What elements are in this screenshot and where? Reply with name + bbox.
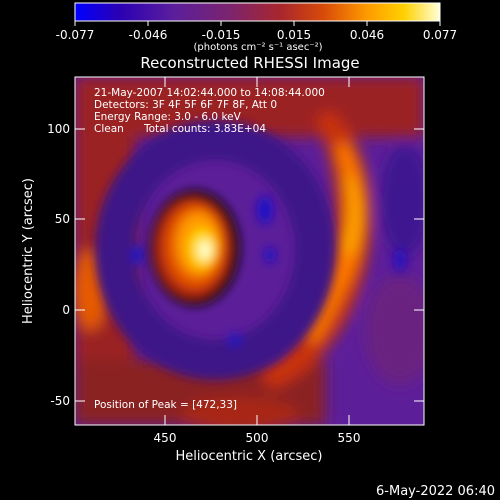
info-detectors: Detectors: 3F 4F 5F 6F 7F 8F, Att 0 xyxy=(94,99,277,111)
y-axis-label: Heliocentric Y (arcsec) xyxy=(21,178,36,324)
info-time-range: 21-May-2007 14:02:44.000 to 14:08:44.000 xyxy=(94,87,325,99)
info-method: Clean xyxy=(94,123,124,135)
colorbar-strip xyxy=(74,2,441,22)
plot-frame xyxy=(74,76,425,426)
colorbar-tick-label: -0.077 xyxy=(56,28,95,42)
y-tick-label: 0 xyxy=(62,303,70,317)
x-tick-label: 550 xyxy=(338,431,361,445)
x-axis-label: Heliocentric X (arcsec) xyxy=(176,449,323,464)
y-tick-label: -50 xyxy=(50,394,70,408)
x-tick-label: 450 xyxy=(154,431,177,445)
footer-timestamp: 6-May-2022 06:40 xyxy=(376,484,495,499)
colorbar: -0.077 -0.046 -0.015 0.015 0.046 0.077 (… xyxy=(56,2,457,53)
colorbar-ticks xyxy=(74,21,441,26)
colorbar-tick-label: 0.015 xyxy=(277,28,311,42)
peak-position-label: Position of Peak = [472,33] xyxy=(94,399,237,411)
colorbar-tick-label: -0.015 xyxy=(202,28,241,42)
image-dark-ring xyxy=(95,120,406,380)
x-tick-label: 500 xyxy=(246,431,269,445)
y-tick-label: 100 xyxy=(47,122,70,136)
colorbar-tick-label: -0.046 xyxy=(129,28,168,42)
image-info-block: 21-May-2007 14:02:44.000 to 14:08:44.000… xyxy=(94,87,325,135)
rhessi-image xyxy=(75,77,424,425)
info-energy-range: Energy Range: 3.0 - 6.0 keV xyxy=(94,111,242,123)
info-total-counts: Total counts: 3.83E+04 xyxy=(143,123,266,135)
colorbar-tick-label: 0.046 xyxy=(350,28,384,42)
image-emission-core xyxy=(150,190,240,306)
plot-title: Reconstructed RHESSI Image xyxy=(140,54,359,72)
y-tick-label: 50 xyxy=(55,212,70,226)
colorbar-tick-label: 0.077 xyxy=(423,28,457,42)
colorbar-unit-label: (photons cm⁻² s⁻¹ asec⁻²) xyxy=(193,42,322,53)
